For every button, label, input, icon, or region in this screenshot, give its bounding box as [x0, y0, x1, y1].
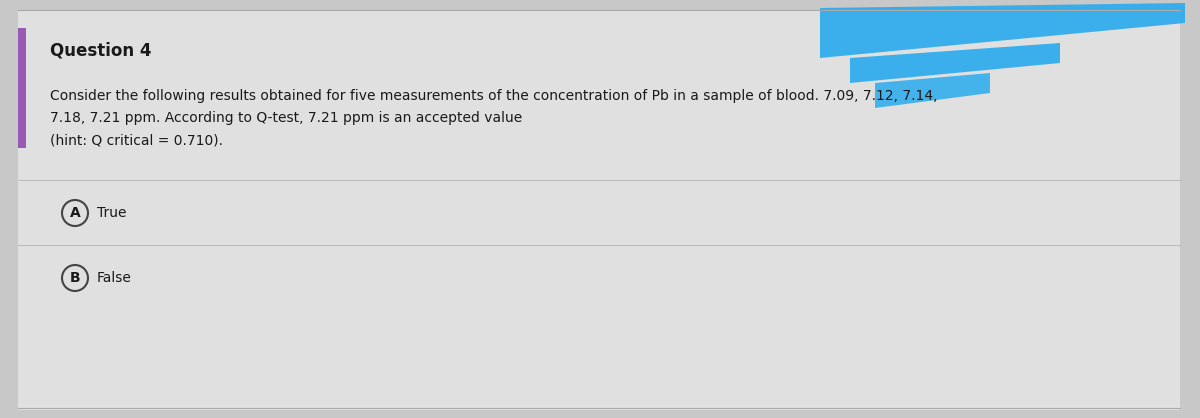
Polygon shape [850, 43, 1060, 83]
Polygon shape [820, 3, 1186, 58]
FancyBboxPatch shape [18, 28, 26, 148]
Text: Question 4: Question 4 [50, 42, 151, 60]
Polygon shape [875, 73, 990, 108]
Text: B: B [70, 271, 80, 285]
FancyBboxPatch shape [18, 10, 1180, 410]
Text: A: A [70, 206, 80, 220]
Text: Consider the following results obtained for five measurements of the concentrati: Consider the following results obtained … [50, 89, 937, 103]
Text: True: True [97, 206, 126, 220]
Text: (hint: Q critical = 0.710).: (hint: Q critical = 0.710). [50, 133, 223, 147]
Text: False: False [97, 271, 132, 285]
Text: 7.18, 7.21 ppm. According to Q-test, 7.21 ppm is an accepted value: 7.18, 7.21 ppm. According to Q-test, 7.2… [50, 111, 522, 125]
